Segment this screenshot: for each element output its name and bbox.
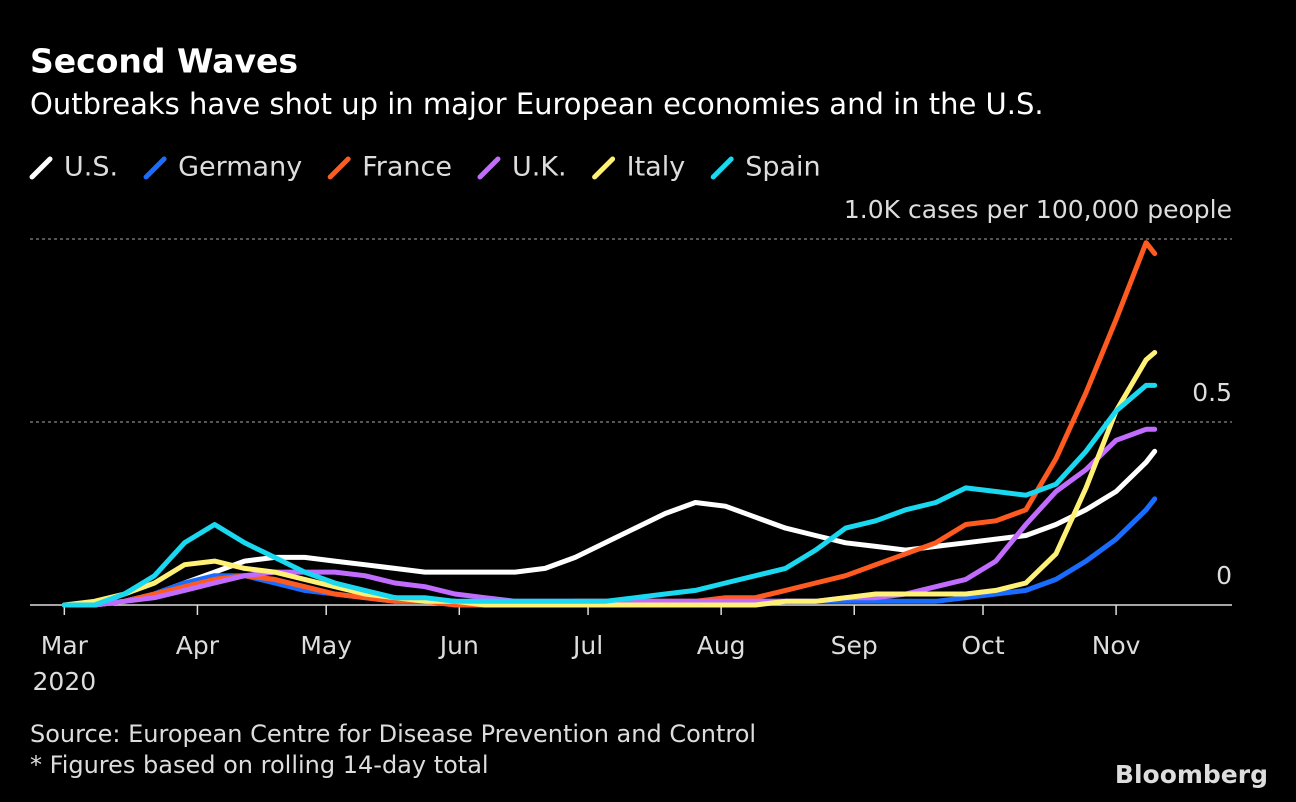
series-line [61,350,1158,608]
y-tick-label: 0 [1216,561,1232,590]
legend-label: U.K. [512,152,567,183]
x-tick-label: Jun [438,631,479,660]
brand: Bloomberg [1115,760,1268,789]
x-tick-label: Apr [176,631,220,660]
series-line [61,382,1158,608]
legend-swatch [477,156,501,180]
legend-swatch [29,156,53,180]
x-tick-label: Jul [571,631,603,660]
x-tick-label: May [300,631,352,660]
y-tick-label: 0.5 [1192,378,1232,407]
legend-label: France [362,152,452,183]
y-tick-label: 1.0K cases per 100,000 people [844,195,1232,224]
source: Source: European Centre for Disease Prev… [30,720,756,748]
legend-label: Italy [627,152,686,183]
legend-label: Spain [745,152,820,183]
legend-label: U.S. [64,152,118,183]
footnote: * Figures based on rolling 14-day total [30,751,489,779]
series-line [61,448,1158,608]
x-tick-label: Aug [697,631,746,660]
x-year-label: 2020 [33,667,97,696]
chart-subtitle: Outbreaks have shot up in major European… [30,87,1044,121]
legend-swatch [710,156,734,180]
x-tick-label: Oct [961,631,1004,660]
legend-swatch [327,156,351,180]
legend-swatch [143,156,167,180]
chart-title: Second Waves [30,42,298,81]
x-tick-label: Mar [41,631,89,660]
x-tick-label: Nov [1092,631,1141,660]
legend-label: Germany [178,152,302,183]
x-tick-label: Sep [831,631,878,660]
legend-swatch [592,156,616,180]
